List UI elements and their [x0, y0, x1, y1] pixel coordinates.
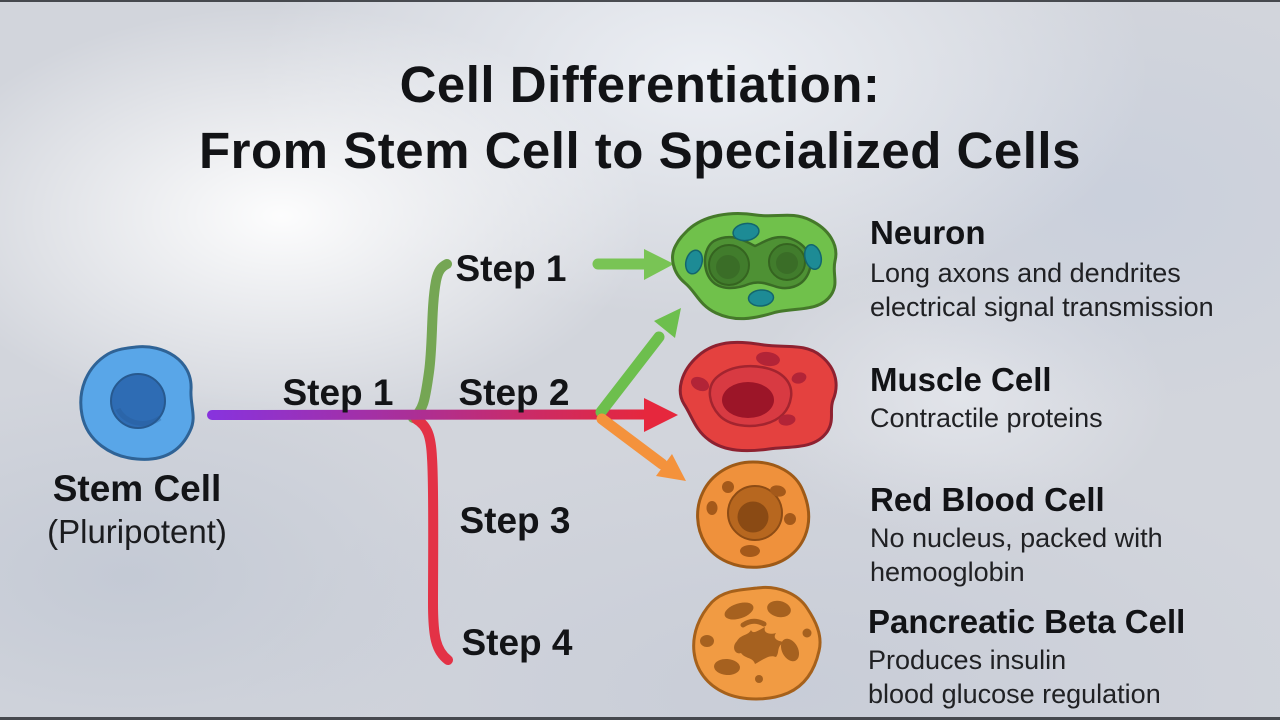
red-blood-cell-desc-line2: hemooglobin [870, 557, 1025, 587]
muscle-cell-graphic [678, 340, 838, 453]
trunk-path-gradient [207, 409, 653, 420]
step-label-step2: Step 2 [458, 372, 570, 413]
red-blood-cell-graphic [696, 460, 811, 569]
pancreatic-beta-cell-graphic [692, 585, 822, 701]
red-blood-cell-name: Red Blood Cell [870, 481, 1105, 518]
pancreatic-beta-cell-desc-line1: Produces insulin [868, 645, 1067, 675]
step-label-step4: Step 4 [461, 622, 573, 663]
red-blood-cell-desc-line1: No nucleus, packed with [870, 523, 1163, 553]
stem-cell-label: Stem Cell [52, 468, 222, 509]
pancreatic-beta-cell-desc-line2: blood glucose regulation [868, 679, 1161, 709]
letterbox-edge-top [0, 0, 1280, 2]
neuron-desc-line1: Long axons and dendrites [870, 258, 1181, 288]
stem-cell-graphic [79, 345, 195, 461]
fanout-arrow-green-up [595, 308, 681, 418]
letterbox-edge-bottom [0, 717, 1280, 720]
branch-curve-step3-4-red [411, 414, 453, 665]
page-title: Cell Differentiation: From Stem Cell to … [0, 52, 1280, 184]
neuron-desc-line2: electrical signal transmission [870, 292, 1214, 322]
step-label-step3: Step 3 [459, 500, 571, 541]
muscle-cell-name: Muscle Cell [870, 361, 1052, 398]
title-line-2: From Stem Cell to Specialized Cells [199, 122, 1081, 179]
fanout-arrow-orange-down [596, 413, 686, 481]
trunk-arrowhead-red [644, 398, 678, 432]
title-line-1: Cell Differentiation: [399, 56, 881, 113]
stem-cell-sublabel: (Pluripotent) [47, 513, 227, 550]
neuron-cell-graphic [671, 212, 838, 321]
step-label-branch-step1: Step 1 [455, 248, 567, 289]
neuron-name: Neuron [870, 214, 986, 251]
muscle-cell-desc-line1: Contractile proteins [870, 403, 1103, 433]
branch-curve-step1-green [408, 259, 452, 423]
arrow-to-neuron [592, 249, 674, 280]
step-label-trunk-step1: Step 1 [282, 372, 394, 413]
pancreatic-beta-cell-name: Pancreatic Beta Cell [868, 603, 1186, 640]
